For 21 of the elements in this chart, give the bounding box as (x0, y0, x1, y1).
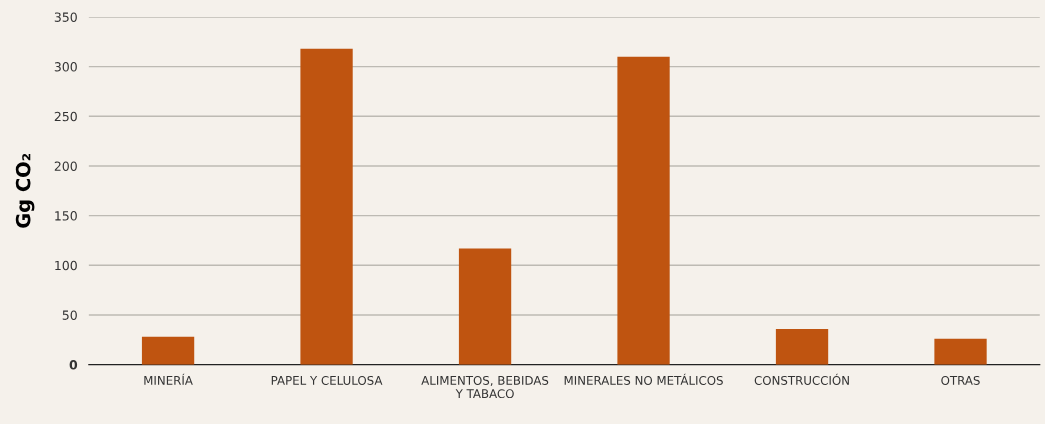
y-tick-label: 100 (55, 260, 77, 271)
y-tick-label: 250 (54, 111, 77, 122)
x-tick-label: MINERALES NO METÁLICOS (564, 373, 723, 385)
x-tick-label: MINERÍA (144, 373, 193, 385)
x-tick-label: PAPEL Y CELULOSA (271, 375, 383, 385)
x-tick-label: ALIMENTOS, BEBIDAS Y TABACO (421, 375, 549, 399)
x-tick-label: CONSTRUCCIÓN (754, 373, 849, 385)
y-tick-label: 150 (55, 211, 77, 221)
y-tick-label: 350 (54, 12, 77, 22)
bar (458, 248, 512, 365)
y-tick-label: 50 (62, 310, 77, 320)
bar (300, 48, 353, 365)
bar (617, 56, 670, 365)
y-tick-label: 300 (54, 62, 77, 72)
bar (934, 338, 987, 365)
x-tick-label: OTRAS (941, 375, 980, 385)
y-tick-label: 0 (69, 360, 78, 370)
y-axis-title: Gg CO₂ (15, 153, 35, 228)
y-tick-label: 200 (54, 161, 77, 171)
bar (775, 328, 829, 365)
bar (141, 336, 195, 365)
